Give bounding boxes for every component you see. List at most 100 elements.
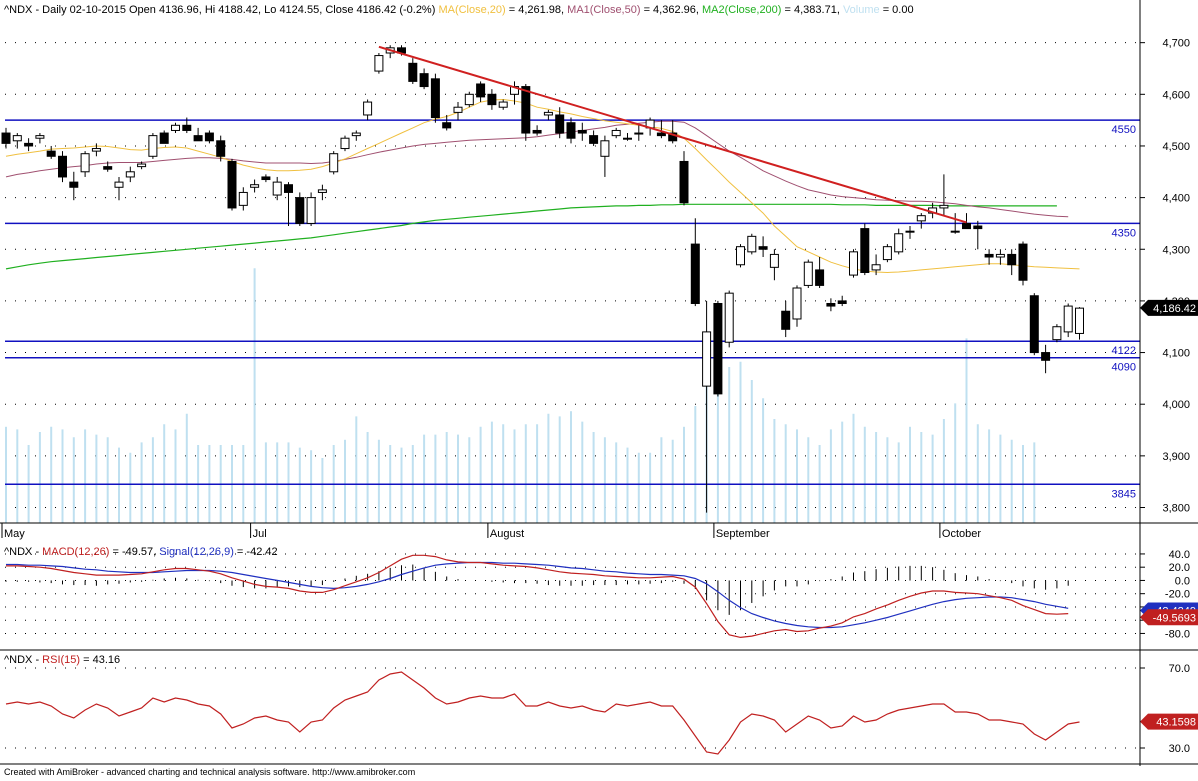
candle-body: [69, 181, 79, 188]
rsi-panel-title: ^NDX - RSI(15) = 43.16: [4, 654, 120, 666]
month-label: August: [490, 528, 524, 540]
candle-body: [849, 251, 858, 276]
y-tick-label: 3,800: [1162, 503, 1190, 515]
candle-body: [905, 230, 915, 233]
candle-body: [317, 189, 327, 193]
candle-body: [668, 132, 678, 142]
candle-body: [261, 176, 271, 181]
title-part: MA(Close,20): [438, 4, 505, 16]
candle-body: [826, 302, 836, 307]
candle-body: [679, 160, 689, 204]
candle-body: [984, 253, 994, 258]
candle-body: [995, 253, 1005, 258]
macd-value-label: -49.5693: [1153, 612, 1196, 624]
y-tick-label: 4,300: [1162, 244, 1190, 256]
level-label: 4090: [1112, 362, 1136, 374]
title-part: = 4,383.71,: [781, 4, 842, 16]
title-part: ^NDX -: [4, 654, 42, 666]
candle-body: [566, 122, 576, 139]
title-part: = -49.57,: [109, 546, 159, 558]
candle-body: [702, 331, 712, 387]
candle-body: [125, 171, 135, 178]
panel-title-text: ^NDX - MACD(12,26) = -49.57, Signal(12,2…: [4, 546, 278, 558]
horizontal-lines: 4550 4350 4122 4090 3845: [5, 119, 1140, 500]
title-part: = 43.16: [80, 654, 120, 666]
month-label: October: [942, 528, 981, 540]
candle-body: [182, 124, 192, 131]
candle-body: [860, 228, 870, 273]
candle-body: [329, 153, 339, 173]
candle-body: [238, 191, 248, 206]
candle-body: [577, 129, 587, 134]
candle-body: [91, 148, 101, 152]
candle-body: [487, 93, 497, 106]
candle-body: [543, 111, 553, 116]
candle-body: [521, 86, 531, 134]
candle-body: [837, 300, 847, 304]
candle-body: [871, 264, 881, 271]
candle-body: [351, 132, 361, 137]
candle-body: [690, 243, 700, 304]
rsi-value-label: 43.1598: [1156, 717, 1196, 729]
candle-body: [430, 78, 440, 119]
signal-line: [6, 561, 1069, 629]
candle-body: [803, 261, 813, 286]
y-tick-label: 40.0: [1169, 549, 1190, 561]
macd-panel: 40.020.00.0-20.0-40.0-60.0-80.0-42.4249-…: [4, 546, 1198, 640]
candle-body: [114, 181, 124, 188]
macd-value-marker: [1140, 609, 1198, 626]
y-tick-label: 4,000: [1162, 399, 1190, 411]
title-part: ^NDX - Daily 02-10-2015 Open 4136.96, Hi…: [4, 4, 438, 16]
y-tick-label: 4,400: [1162, 193, 1190, 205]
level-label: 4550: [1112, 124, 1136, 136]
y-tick-label: 4,500: [1162, 141, 1190, 153]
title-part: = -42.42: [234, 546, 278, 558]
candle-body: [815, 269, 825, 286]
footer-credit: Created with AmiBroker - advanced charti…: [4, 767, 416, 777]
candle-body: [58, 155, 67, 178]
candle-body: [306, 197, 316, 224]
y-tick-label: -20.0: [1165, 589, 1190, 601]
candle-body: [882, 246, 892, 261]
candle-body: [713, 302, 723, 395]
panel-title-text: ^NDX - Daily 02-10-2015 Open 4136.96, Hi…: [4, 4, 914, 16]
rsi-line: [5, 671, 1080, 755]
candle-body: [24, 142, 34, 147]
candle-body: [747, 235, 757, 253]
candle-body: [1018, 243, 1028, 281]
last-close-label: 4,186.42: [1153, 303, 1196, 315]
title-part: ^NDX -: [4, 546, 42, 558]
macd-y-axis: 40.020.00.0-20.0-40.0-60.0-80.0-42.4249-…: [1140, 549, 1198, 640]
candle-body: [623, 137, 632, 140]
candle-body: [363, 101, 373, 116]
candle-body: [193, 135, 203, 142]
candle-body: [1, 132, 11, 144]
candle-body: [80, 153, 90, 173]
panel-title-text: ^NDX - RSI(15) = 43.16: [4, 654, 120, 666]
month-label: September: [716, 528, 770, 540]
candle-body: [973, 225, 983, 230]
price-y-axis: 4,7004,6004,5004,4004,3004,2004,1004,000…: [1140, 38, 1198, 515]
y-tick-label: 4,100: [1162, 348, 1190, 360]
candle-body: [611, 129, 621, 137]
candle-body: [148, 135, 158, 157]
candle-body: [12, 135, 22, 142]
level-label: 4122: [1112, 345, 1136, 357]
candle-body: [171, 124, 180, 131]
macd-line: [6, 554, 1069, 639]
y-tick-label: 0.0: [1175, 575, 1190, 587]
candle-body: [419, 73, 429, 88]
candle-body: [769, 253, 779, 268]
price-panel: 4550 4350 4122 4090 3845 4,700 4,600 4,500 4,40…: [1, 4, 1198, 540]
title-part: = 4,261.98,: [506, 4, 567, 16]
title-part: RSI(15): [42, 654, 80, 666]
candle-body: [555, 114, 565, 134]
price-panel-title: ^NDX - Daily 02-10-2015 Open 4136.96, Hi…: [4, 4, 914, 16]
y-tick-label: 20.0: [1169, 562, 1190, 574]
y-tick-label: 70.0: [1169, 663, 1190, 675]
candlesticks: [1, 45, 1084, 513]
candle-body: [656, 132, 666, 137]
candle-body: [464, 93, 474, 106]
title-part: MACD(12,26): [42, 546, 109, 558]
